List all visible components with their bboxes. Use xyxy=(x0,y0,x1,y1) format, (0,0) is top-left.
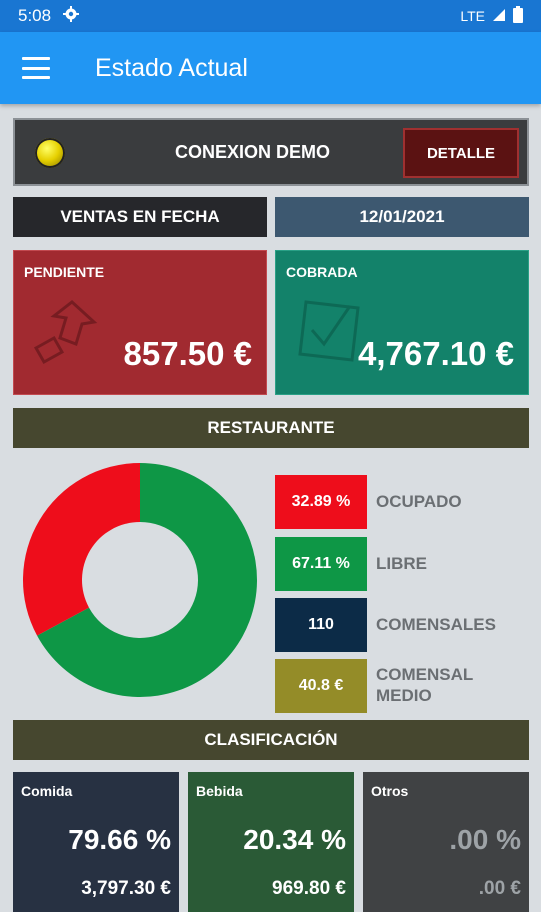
sales-date-value[interactable]: 12/01/2021 xyxy=(275,197,529,237)
classification-header: CLASIFICACIÓN xyxy=(13,720,529,760)
stat-occupied-label: OCUPADO xyxy=(376,492,462,511)
signal-icon xyxy=(493,8,505,24)
settings-gear-icon xyxy=(63,5,80,27)
connection-status-led-icon xyxy=(35,138,65,168)
pending-title: PENDIENTE xyxy=(24,264,105,280)
collected-title: COBRADA xyxy=(286,264,358,280)
hamburger-menu-icon[interactable] xyxy=(22,57,50,79)
status-time: 5:08 xyxy=(18,6,52,25)
stat-avg-diner-label: COMENSAL MEDIO xyxy=(376,665,473,705)
pending-arrow-icon xyxy=(33,300,98,365)
connection-label: CONEXION DEMO xyxy=(174,141,330,162)
collected-card[interactable]: COBRADA 4,767.10 € xyxy=(275,250,529,395)
network-type: LTE xyxy=(460,8,485,24)
pending-card[interactable]: PENDIENTE 857.50 € xyxy=(13,250,267,395)
app-bar: Estado Actual xyxy=(0,32,541,104)
battery-icon xyxy=(513,6,523,26)
checkbox-check-icon xyxy=(298,300,360,362)
classification-card-food[interactable]: Comida 79.66 % 3,797.30 € xyxy=(13,772,179,912)
stat-diners-value: 110 xyxy=(275,598,367,652)
donut-segment-occupied xyxy=(22,463,141,636)
donut-segment-free xyxy=(37,463,257,697)
restaurant-header: RESTAURANTE xyxy=(13,408,529,448)
stat-occupied-value: 32.89 % xyxy=(275,475,367,529)
other-amount: .00 € xyxy=(478,878,521,899)
stat-free-label: LIBRE xyxy=(376,554,427,573)
sales-date-label: VENTAS EN FECHA xyxy=(13,197,267,237)
detail-button[interactable]: DETALLE xyxy=(403,128,519,178)
occupancy-donut-chart xyxy=(22,463,257,697)
drink-title: Bebida xyxy=(196,783,243,799)
stat-free-value: 67.11 % xyxy=(275,537,367,591)
pending-value: 857.50 € xyxy=(123,335,252,372)
drink-percent: 20.34 % xyxy=(243,824,346,855)
drink-amount: 969.80 € xyxy=(272,878,346,899)
classification-card-other[interactable]: Otros .00 % .00 € xyxy=(363,772,529,912)
collected-value: 4,767.10 € xyxy=(358,335,514,372)
food-title: Comida xyxy=(21,783,73,799)
other-title: Otros xyxy=(371,783,409,799)
other-percent: .00 % xyxy=(449,824,521,855)
page-title: Estado Actual xyxy=(95,53,248,82)
classification-card-drink[interactable]: Bebida 20.34 % 969.80 € xyxy=(188,772,354,912)
status-bar: 5:08 LTE xyxy=(0,0,541,32)
stat-avg-diner-value: 40.8 € xyxy=(275,659,367,713)
connection-bar: CONEXION DEMO DETALLE xyxy=(13,118,529,186)
food-amount: 3,797.30 € xyxy=(81,878,171,899)
stat-diners-label: COMENSALES xyxy=(376,615,496,634)
food-percent: 79.66 % xyxy=(68,824,171,855)
